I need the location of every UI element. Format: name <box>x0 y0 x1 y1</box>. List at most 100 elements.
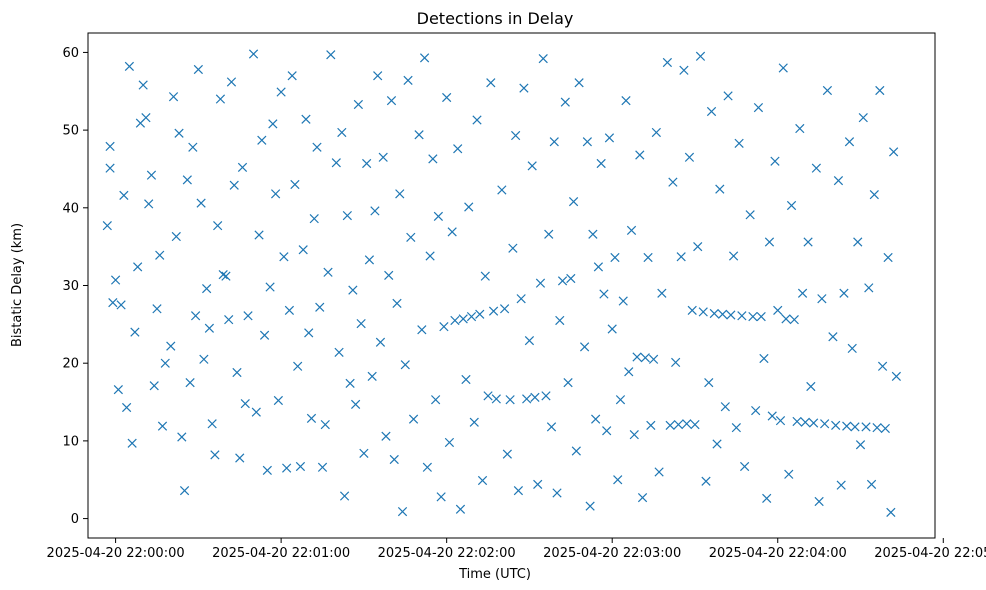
data-point <box>364 255 375 265</box>
data-point <box>119 190 129 201</box>
data-point <box>662 57 673 68</box>
data-point <box>709 308 719 319</box>
data-point <box>549 137 559 147</box>
data-point <box>193 64 203 75</box>
data-point <box>872 423 882 433</box>
data-point <box>527 161 537 171</box>
data-point <box>290 179 300 190</box>
data-point <box>533 479 543 490</box>
y-tick-label: 50 <box>62 124 79 139</box>
data-point <box>157 421 168 431</box>
data-point <box>389 454 399 465</box>
data-point <box>701 476 711 486</box>
data-point <box>179 485 190 496</box>
data-point <box>160 358 170 368</box>
data-point <box>613 475 623 485</box>
data-point <box>466 311 477 322</box>
data-point <box>831 420 841 430</box>
data-point <box>668 177 678 187</box>
data-point <box>511 130 521 141</box>
data-point <box>408 414 419 424</box>
data-point <box>513 485 524 496</box>
data-point <box>751 405 761 416</box>
data-point <box>808 418 819 428</box>
data-point <box>673 419 684 430</box>
data-point <box>858 113 868 123</box>
data-point <box>568 196 579 207</box>
data-point <box>767 411 777 421</box>
data-point <box>684 152 695 162</box>
data-point <box>891 371 901 382</box>
data-point <box>444 437 455 448</box>
data-point <box>814 496 824 507</box>
data-point <box>803 237 813 247</box>
data-point <box>282 463 292 473</box>
data-point <box>373 71 383 81</box>
data-point <box>378 152 388 162</box>
data-point <box>842 421 852 431</box>
data-point <box>690 419 700 430</box>
data-point <box>419 53 430 63</box>
data-point <box>552 488 562 498</box>
data-point <box>679 65 689 75</box>
data-point <box>629 430 639 440</box>
data-point <box>618 296 628 306</box>
data-point <box>508 243 518 253</box>
data-point <box>309 214 319 224</box>
data-point <box>676 252 686 262</box>
data-point <box>469 417 479 427</box>
data-point <box>428 154 438 164</box>
data-point <box>279 252 289 262</box>
data-point <box>190 311 201 321</box>
y-axis-label: Bistatic Delay (km) <box>10 223 25 347</box>
data-point <box>480 271 490 281</box>
data-point <box>762 493 772 504</box>
data-point <box>268 119 278 129</box>
data-point <box>855 440 866 450</box>
data-point <box>397 506 408 517</box>
y-tick-label: 0 <box>71 512 79 527</box>
data-point <box>544 229 554 239</box>
data-point <box>436 492 446 502</box>
data-point <box>505 395 515 405</box>
data-point <box>188 142 198 152</box>
data-point <box>778 63 788 73</box>
data-point <box>795 123 805 134</box>
data-point <box>654 467 664 477</box>
data-point <box>306 413 317 423</box>
data-point <box>152 304 162 314</box>
data-point <box>646 420 656 430</box>
data-point <box>439 322 449 332</box>
data-point <box>486 78 496 88</box>
data-point <box>773 305 783 315</box>
data-point <box>229 180 239 190</box>
data-point <box>345 378 355 389</box>
data-point <box>610 252 620 263</box>
data-point <box>797 288 808 298</box>
x-tick-label: 2025-04-20 22:00:00 <box>47 546 185 561</box>
data-point <box>582 137 592 147</box>
data-point <box>425 251 435 261</box>
data-point <box>632 352 642 362</box>
data-point <box>706 106 717 117</box>
data-point <box>596 158 606 169</box>
data-point <box>455 504 466 514</box>
data-point <box>775 416 786 426</box>
data-point <box>177 432 187 442</box>
data-point <box>877 361 888 371</box>
data-point <box>356 318 366 329</box>
data-point <box>110 275 121 285</box>
data-point <box>218 269 228 280</box>
data-point <box>524 336 535 346</box>
data-point <box>483 391 493 401</box>
data-point <box>720 402 730 412</box>
data-point <box>395 189 405 199</box>
data-point <box>626 225 637 235</box>
data-point <box>254 230 264 240</box>
data-point <box>717 309 728 319</box>
data-point <box>624 367 634 377</box>
y-tick-label: 40 <box>62 201 79 216</box>
data-point <box>458 314 468 324</box>
data-point <box>635 150 645 160</box>
data-point <box>731 423 741 433</box>
